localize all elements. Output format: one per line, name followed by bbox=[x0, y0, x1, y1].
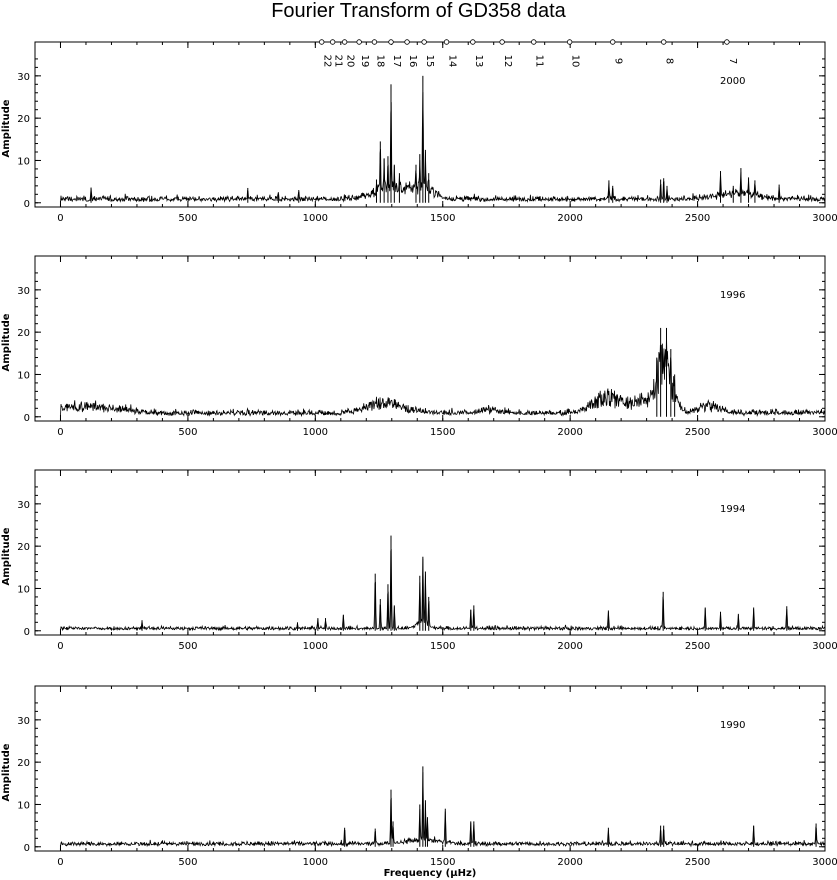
spectrum-trace bbox=[60, 549, 826, 632]
panel-frame bbox=[34, 255, 826, 422]
x-tick-label: 2500 bbox=[685, 641, 710, 652]
y-axis-label: Amplitude bbox=[1, 99, 12, 157]
mode-label: 17 bbox=[391, 55, 402, 68]
panel-year-label: 1996 bbox=[720, 290, 745, 301]
mode-marker bbox=[388, 39, 394, 45]
mode-label: 21 bbox=[333, 55, 344, 68]
y-tick-label: 30 bbox=[17, 286, 30, 297]
y-axis-label: Amplitude bbox=[1, 313, 12, 371]
x-tick-label: 1000 bbox=[303, 213, 328, 224]
mode-label: 14 bbox=[447, 55, 458, 68]
x-tick-label: 3000 bbox=[812, 641, 837, 652]
y-tick-label: 20 bbox=[17, 758, 30, 769]
x-tick-label: 2500 bbox=[685, 857, 710, 868]
mode-label: 20 bbox=[345, 55, 356, 68]
x-tick-label: 1000 bbox=[303, 427, 328, 438]
panel-frame bbox=[34, 685, 826, 852]
panel-1990: 0 500 1000 1500 2000 2500 3000 0 10 20 30 Amplitude… bbox=[1, 685, 837, 868]
mode-label: 13 bbox=[473, 55, 484, 68]
mode-marker bbox=[341, 39, 348, 45]
panel-1996: 0 500 1000 1500 2000 2500 3000 0 10 20 30 Amplitude… bbox=[1, 255, 837, 438]
mode-marker bbox=[566, 39, 573, 45]
x-tick-label: 1000 bbox=[303, 641, 328, 652]
spectrum-trace bbox=[60, 772, 826, 848]
x-tick-label: 1500 bbox=[430, 213, 455, 224]
x-tick-label: 1000 bbox=[303, 857, 328, 868]
mode-marker bbox=[531, 39, 537, 45]
mode-label: 22 bbox=[322, 55, 333, 68]
mode-marker bbox=[660, 39, 667, 45]
y-tick-label: 0 bbox=[24, 199, 30, 210]
x-tick-label: 1500 bbox=[430, 857, 455, 868]
x-tick-label: 2000 bbox=[557, 213, 582, 224]
spectrum-trace bbox=[60, 335, 826, 418]
mode-marker bbox=[470, 39, 476, 45]
x-tick-label: 2500 bbox=[685, 427, 710, 438]
panel-frame bbox=[34, 41, 826, 208]
mode-marker bbox=[610, 39, 616, 45]
y-tick-label: 20 bbox=[17, 114, 30, 125]
x-tick-label: 1500 bbox=[430, 427, 455, 438]
x-tick-label: 2000 bbox=[557, 857, 582, 868]
mode-marker bbox=[421, 39, 427, 45]
mode-label: 11 bbox=[534, 55, 545, 68]
x-tick-label: 0 bbox=[57, 427, 63, 438]
y-tick-label: 0 bbox=[24, 843, 30, 854]
x-tick-label: 3000 bbox=[812, 427, 837, 438]
mode-label: 12 bbox=[502, 55, 513, 68]
mode-label: 15 bbox=[424, 55, 435, 68]
x-axis-label: Frequency (μHz) bbox=[384, 868, 477, 879]
y-tick-label: 10 bbox=[17, 156, 30, 167]
mode-marker bbox=[404, 39, 410, 45]
y-tick-label: 10 bbox=[17, 584, 30, 595]
x-tick-label: 1500 bbox=[430, 641, 455, 652]
x-tick-label: 3000 bbox=[812, 213, 837, 224]
mode-marker bbox=[371, 39, 378, 45]
x-tick-label: 2000 bbox=[557, 641, 582, 652]
y-tick-label: 20 bbox=[17, 328, 30, 339]
x-tick-label: 0 bbox=[57, 857, 63, 868]
mode-label: 10 bbox=[570, 55, 581, 68]
x-tick-label: 2000 bbox=[557, 427, 582, 438]
x-tick-label: 500 bbox=[178, 213, 197, 224]
x-tick-label: 0 bbox=[57, 641, 63, 652]
mode-label: 8 bbox=[664, 58, 675, 64]
x-tick-label: 500 bbox=[178, 857, 197, 868]
x-tick-label: 500 bbox=[178, 427, 197, 438]
mode-marker bbox=[499, 39, 505, 45]
y-tick-label: 0 bbox=[24, 627, 30, 638]
y-axis-label: Amplitude bbox=[1, 743, 12, 801]
mode-label: 9 bbox=[613, 58, 624, 64]
y-axis-label: Amplitude bbox=[1, 527, 12, 585]
panel-2000: 0 500 1000 1500 2000 2500 3000 0 10 20 30 Amplitude… bbox=[1, 39, 837, 224]
mode-label: 18 bbox=[374, 55, 385, 68]
mode-marker bbox=[443, 39, 450, 45]
mode-marker bbox=[356, 39, 362, 45]
spectrum-trace bbox=[60, 92, 826, 203]
mode-marker bbox=[724, 39, 730, 45]
y-tick-label: 20 bbox=[17, 542, 30, 553]
mode-marker bbox=[318, 39, 325, 45]
mode-label: 19 bbox=[359, 55, 370, 68]
panel-1994: 0 500 1000 1500 2000 2500 3000 0 10 20 30 Amplitude… bbox=[1, 469, 837, 652]
panel-year-label: 1990 bbox=[720, 720, 745, 731]
x-tick-label: 500 bbox=[178, 641, 197, 652]
x-tick-label: 3000 bbox=[812, 857, 837, 868]
x-tick-label: 2500 bbox=[685, 213, 710, 224]
panel-year-label: 2000 bbox=[720, 76, 745, 87]
x-tick-label: 0 bbox=[57, 213, 63, 224]
y-tick-label: 30 bbox=[17, 500, 30, 511]
y-tick-label: 30 bbox=[17, 72, 30, 83]
y-tick-label: 10 bbox=[17, 370, 30, 381]
mode-label: 7 bbox=[727, 58, 738, 64]
chart-title: Fourier Transform of GD358 data bbox=[271, 0, 566, 22]
panel-year-label: 1994 bbox=[720, 504, 745, 515]
y-tick-label: 0 bbox=[24, 413, 30, 424]
mode-label: 16 bbox=[407, 55, 418, 68]
y-tick-label: 10 bbox=[17, 800, 30, 811]
panel-frame bbox=[34, 469, 826, 636]
y-tick-label: 30 bbox=[17, 716, 30, 727]
mode-marker bbox=[329, 39, 336, 45]
